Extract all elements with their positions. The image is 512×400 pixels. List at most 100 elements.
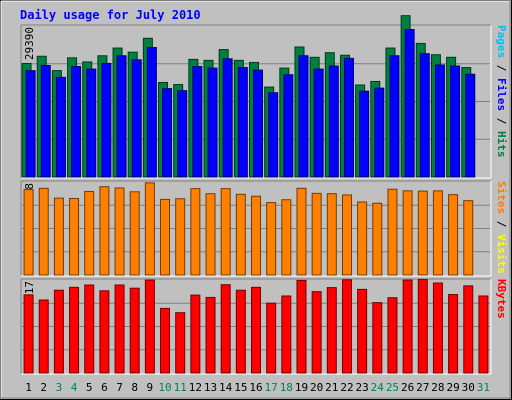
x-tick-label: 5 (86, 381, 93, 394)
panel-kbytes: 322417KBytes (20, 278, 508, 375)
bar-sites-visits-day-22 (341, 194, 352, 276)
bar-hits-files-day-29 (450, 65, 461, 178)
x-tick-label: 6 (101, 381, 108, 394)
x-tick-label: 11 (174, 381, 187, 394)
bar-hits-files-day-23 (359, 90, 370, 178)
x-tick-label: 31 (477, 381, 490, 394)
bar-hits-files-day-21 (328, 65, 339, 178)
bar-hits-files-day-14 (222, 58, 233, 178)
bar-sites-visits-day-2 (38, 187, 49, 276)
x-tick-label: 18 (280, 381, 293, 394)
bar-hits-files-day-30 (465, 73, 476, 178)
x-tick-label: 24 (371, 381, 385, 394)
x-tick-label: 29 (446, 381, 459, 394)
bar-kbytes-kbytes-day-23 (357, 288, 368, 374)
x-tick-label: 25 (386, 381, 399, 394)
bar-sites-visits-day-16 (251, 195, 261, 276)
x-tick-label: 26 (401, 381, 414, 394)
panel-hits: 29390 Pages / Files / Hits (20, 15, 508, 179)
bar-hits-files-day-25 (389, 55, 400, 178)
x-tick-label: 8 (131, 381, 138, 394)
bar-kbytes-kbytes-day-1 (23, 294, 34, 374)
x-tick-label: 27 (416, 381, 429, 394)
bar-hits-files-day-17 (268, 92, 279, 178)
bar-sites-visits-day-26 (402, 190, 413, 276)
bar-kbytes-kbytes-day-24 (372, 302, 383, 374)
bar-hits-files-day-20 (313, 68, 324, 178)
bar-sites-visits-day-24 (372, 202, 383, 276)
bar-sites-visits-day-14 (220, 188, 231, 276)
x-tick-label: 12 (189, 381, 202, 394)
bar-kbytes-kbytes-day-12 (190, 294, 201, 374)
bar-sites-visits-day-28 (432, 190, 443, 276)
bar-kbytes-kbytes-day-21 (326, 287, 337, 374)
x-tick-label: 13 (204, 381, 217, 394)
bar-hits-files-day-27 (419, 53, 430, 178)
bar-sites-visits-day-18 (281, 199, 292, 276)
legend-label-sites: Sites / Visits (495, 181, 508, 274)
bar-sites-visits-day-15 (235, 193, 246, 276)
bar-sites-visits-day-10 (160, 198, 171, 276)
bar-kbytes-kbytes-day-22 (341, 279, 352, 374)
bar-kbytes-kbytes-day-15 (235, 289, 246, 374)
bar-kbytes-kbytes-day-10 (160, 307, 171, 374)
chart-title: Daily usage for July 2010 (20, 8, 201, 22)
bar-hits-files-day-19 (298, 55, 309, 178)
bar-sites-visits-day-20 (311, 192, 322, 276)
y-max-label-hits: 29390 (23, 27, 36, 60)
bar-hits-files-day-22 (343, 57, 354, 178)
x-tick-label: 4 (71, 381, 78, 394)
x-tick-label: 28 (431, 381, 444, 394)
bar-kbytes-kbytes-day-25 (387, 297, 398, 374)
x-tick-label: 10 (158, 381, 171, 394)
bar-kbytes-kbytes-day-20 (311, 291, 322, 374)
bar-sites-visits-day-6 (99, 186, 110, 276)
bar-sites-visits-day-13 (205, 193, 216, 276)
x-tick-label: 21 (325, 381, 338, 394)
bar-hits-files-day-16 (253, 69, 263, 178)
bar-kbytes-kbytes-day-4 (69, 286, 80, 374)
bar-sites-visits-day-11 (175, 198, 186, 276)
bar-hits-files-day-11 (177, 90, 188, 178)
bar-sites-visits-day-9 (144, 182, 155, 276)
bar-kbytes-kbytes-day-7 (114, 284, 125, 374)
panel-sites: 2928Sites / Visits (20, 180, 508, 277)
bar-hits-files-day-6 (101, 62, 112, 178)
x-tick-label: 16 (249, 381, 262, 394)
bar-hits-files-day-18 (283, 74, 294, 178)
bar-sites-visits-day-29 (448, 194, 459, 276)
bar-sites-visits-day-27 (417, 190, 428, 276)
bar-kbytes-kbytes-day-3 (53, 289, 64, 374)
x-tick-label: 20 (310, 381, 323, 394)
x-tick-label: 30 (462, 381, 475, 394)
bar-hits-files-day-26 (404, 29, 415, 178)
x-tick-label: 3 (56, 381, 63, 394)
legend-label-kbytes: KBytes (495, 279, 508, 319)
bar-hits-files-day-7 (116, 55, 127, 178)
bar-kbytes-kbytes-day-5 (84, 284, 95, 374)
bar-kbytes-kbytes-day-11 (175, 312, 186, 374)
bar-hits-files-day-28 (434, 64, 445, 178)
bar-kbytes-kbytes-day-14 (220, 284, 231, 374)
bar-sites-visits-day-23 (357, 201, 368, 276)
legend-label-hits: Pages / Files / Hits (495, 25, 508, 158)
bar-sites-visits-day-3 (53, 197, 64, 276)
bar-sites-visits-day-17 (266, 202, 277, 276)
bar-sites-visits-day-19 (296, 187, 307, 276)
x-tick-label: 7 (116, 381, 123, 394)
bar-kbytes-kbytes-day-18 (281, 295, 292, 374)
bar-sites-visits-day-21 (326, 193, 337, 276)
bar-kbytes-kbytes-day-17 (266, 302, 277, 374)
bar-kbytes-kbytes-day-28 (432, 282, 443, 374)
bar-kbytes-kbytes-day-16 (251, 286, 261, 374)
x-tick-label: 19 (295, 381, 308, 394)
bar-kbytes-kbytes-day-26 (402, 279, 413, 374)
bar-kbytes-kbytes-day-30 (463, 285, 474, 374)
bar-hits-files-day-15 (237, 67, 248, 178)
bar-sites-visits-day-8 (129, 191, 140, 276)
bar-hits-files-day-9 (146, 47, 157, 178)
bar-sites-visits-day-30 (463, 200, 474, 276)
bar-kbytes-kbytes-day-19 (296, 279, 307, 374)
bar-kbytes-kbytes-day-31 (478, 295, 489, 374)
